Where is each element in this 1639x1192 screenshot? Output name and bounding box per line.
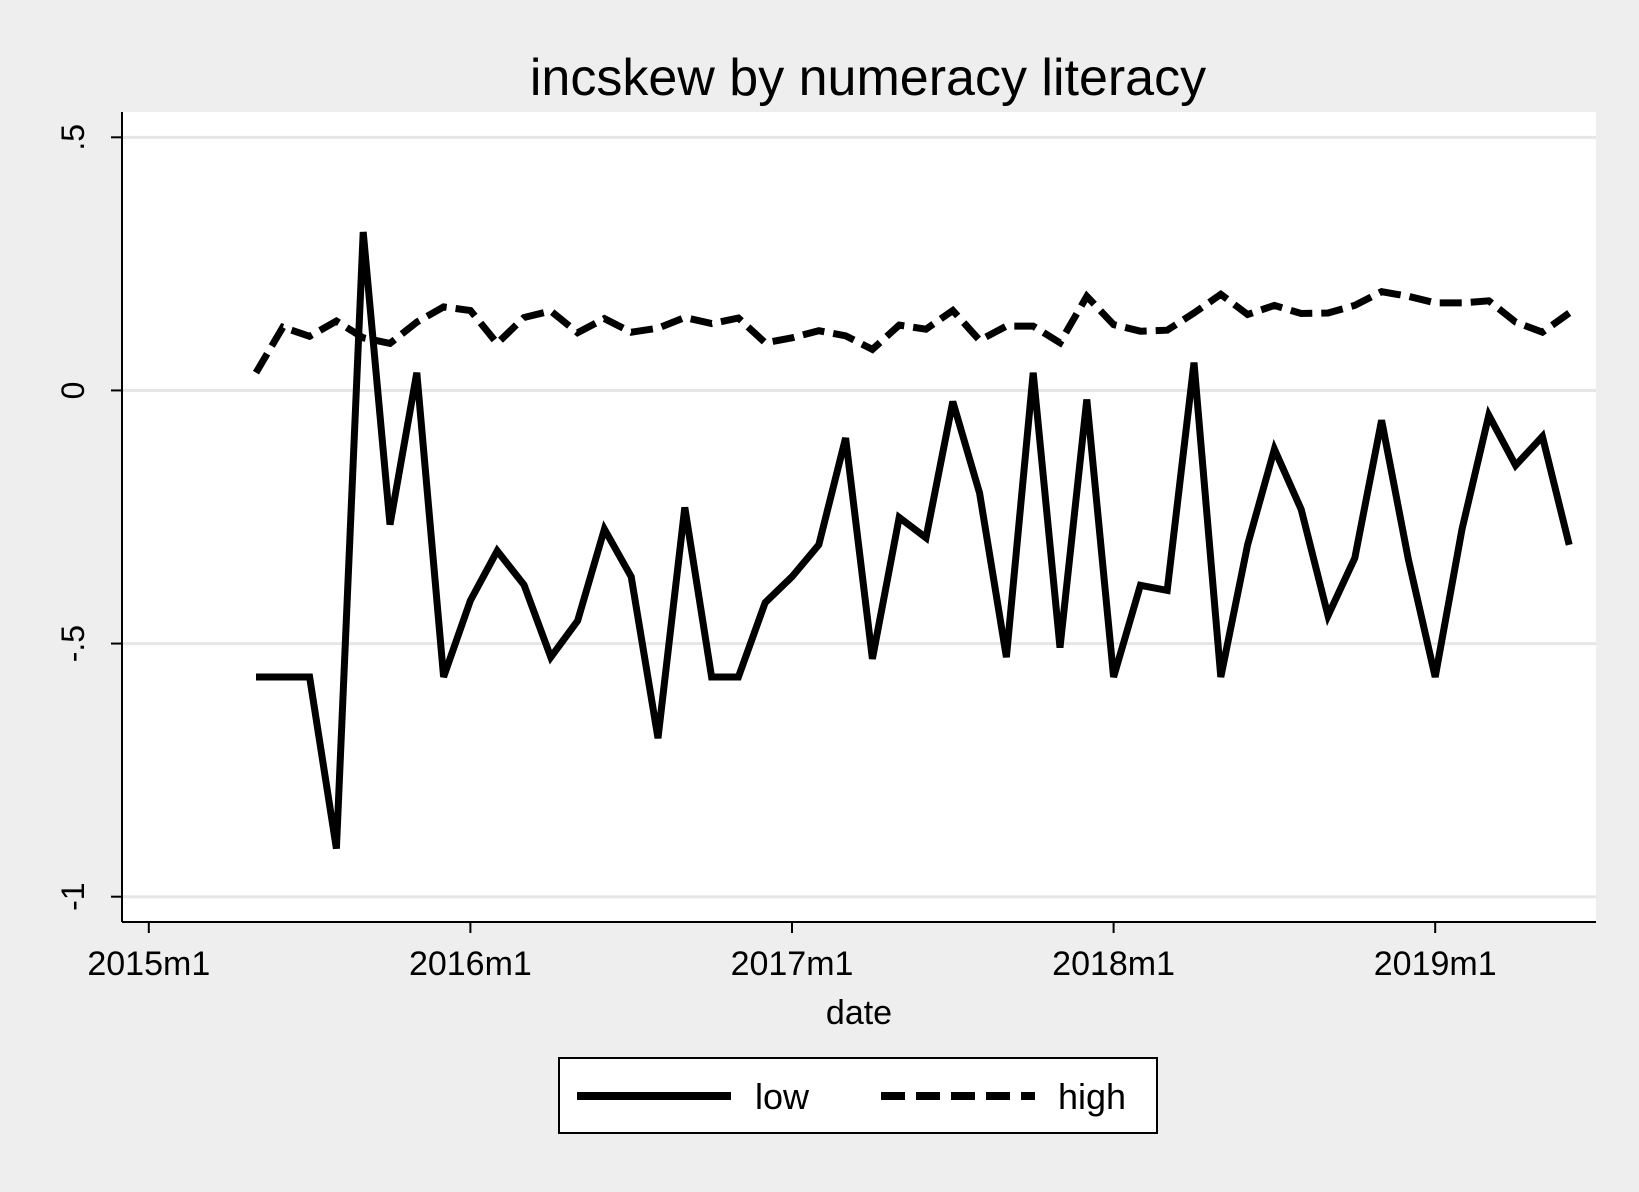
- grid-lines: [122, 135, 1596, 899]
- y-tick-label: .5: [55, 124, 91, 151]
- y-tick-label: -.5: [55, 625, 91, 662]
- legend: low high: [558, 1057, 1158, 1134]
- legend-label-high: high: [1058, 1076, 1126, 1117]
- x-tick-label: 2019m1: [1374, 945, 1497, 983]
- x-tick-label: 2018m1: [1052, 945, 1175, 983]
- axes: -1 -.5 0 .5 2015m1 2016m1 2017m1 2018m1 2019m1: [55, 112, 1596, 983]
- y-tick-label: -1: [55, 882, 91, 910]
- series-line-low: [256, 231, 1573, 850]
- chart-title: incskew by numeracy literacy: [530, 49, 1206, 107]
- x-tick-label: 2015m1: [87, 945, 210, 983]
- y-tick-label: 0: [55, 382, 91, 400]
- plot-area: [122, 112, 1596, 922]
- series-lines: [252, 231, 1573, 850]
- legend-label-low: low: [755, 1076, 810, 1117]
- x-tick-label: 2016m1: [409, 945, 532, 983]
- x-axis-title: date: [826, 994, 892, 1032]
- x-tick-label: 2017m1: [731, 945, 854, 983]
